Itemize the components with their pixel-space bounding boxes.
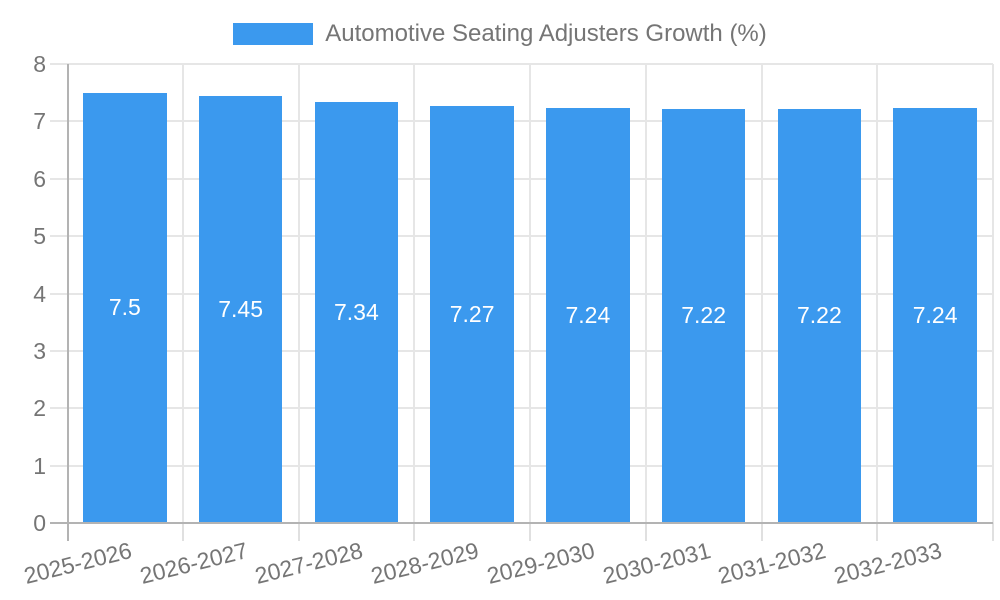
bar[interactable]: 7.5 [83,92,167,523]
gridline-vertical [297,64,300,523]
gridline-vertical [181,64,184,523]
bar-value-label: 7.24 [565,301,611,328]
x-axis-tick [529,523,531,541]
gridline-horizontal [50,349,993,352]
x-axis-line [50,522,993,524]
gridline-vertical [992,64,994,523]
gridline-horizontal [50,235,993,238]
x-axis-label: 2028-2029 [368,537,482,589]
y-axis-label: 8 [33,51,46,77]
y-axis-label: 5 [33,223,46,250]
x-axis-tick [876,523,879,541]
x-axis-label: 2029-2030 [484,537,598,589]
y-axis-label: 0 [33,510,46,536]
bar[interactable]: 7.24 [893,107,977,523]
gridline-horizontal [50,177,993,180]
gridline-vertical [644,64,647,523]
x-axis-label: 2026-2027 [136,537,250,589]
y-axis-label: 7 [33,108,46,135]
gridline-horizontal [50,407,993,410]
y-axis-label: 4 [33,280,46,307]
y-axis-label: 1 [33,452,46,479]
y-axis-label: 2 [33,395,46,422]
x-axis-tick [297,523,300,541]
gridline-vertical [876,64,879,523]
x-axis-tick [644,523,647,541]
bar[interactable]: 7.22 [777,108,862,523]
bar-value-label: 7.27 [449,300,495,327]
bar[interactable]: 7.45 [198,95,283,523]
bar[interactable]: 7.22 [661,108,746,523]
legend-swatch [233,23,314,45]
x-axis-label: 2031-2032 [715,537,829,589]
gridline-vertical [413,64,416,523]
legend-label: Automotive Seating Adjusters Growth (%) [325,20,767,47]
bar-value-label: 7.24 [912,301,958,328]
x-axis-label: 2030-2031 [599,537,713,589]
x-axis-label: 2025-2026 [21,537,135,589]
gridline-horizontal [50,63,993,65]
bar-value-label: 7.45 [218,295,263,322]
x-axis-tick [181,523,184,541]
bar-value-label: 7.34 [333,298,379,325]
y-axis-label: 3 [33,337,46,364]
gridline-vertical [529,64,531,523]
bar-value-label: 7.22 [796,302,842,329]
legend: Automotive Seating Adjusters Growth (%) [0,20,1000,48]
bar[interactable]: 7.34 [314,101,399,523]
y-axis-label: 6 [33,165,46,192]
gridline-horizontal [50,292,993,295]
gridline-vertical [760,64,763,523]
x-axis-tick [760,523,763,541]
x-axis-label: 2032-2033 [831,537,945,589]
bar[interactable]: 7.27 [430,105,514,523]
y-axis-line [67,64,69,541]
x-axis-label: 2027-2028 [252,537,366,589]
gridline-horizontal [50,120,993,123]
gridline-horizontal [50,464,993,467]
bar-value-label: 7.22 [681,302,726,329]
plot-area: 7.5 7.45 7.34 7.27 7.24 7.22 7.22 7.24 [50,63,994,541]
x-axis-tick [992,523,994,541]
bar[interactable]: 7.24 [546,107,630,523]
x-axis-tick [413,523,416,541]
legend-item[interactable]: Automotive Seating Adjusters Growth (%) [233,20,767,48]
bar-value-label: 7.5 [108,294,141,321]
